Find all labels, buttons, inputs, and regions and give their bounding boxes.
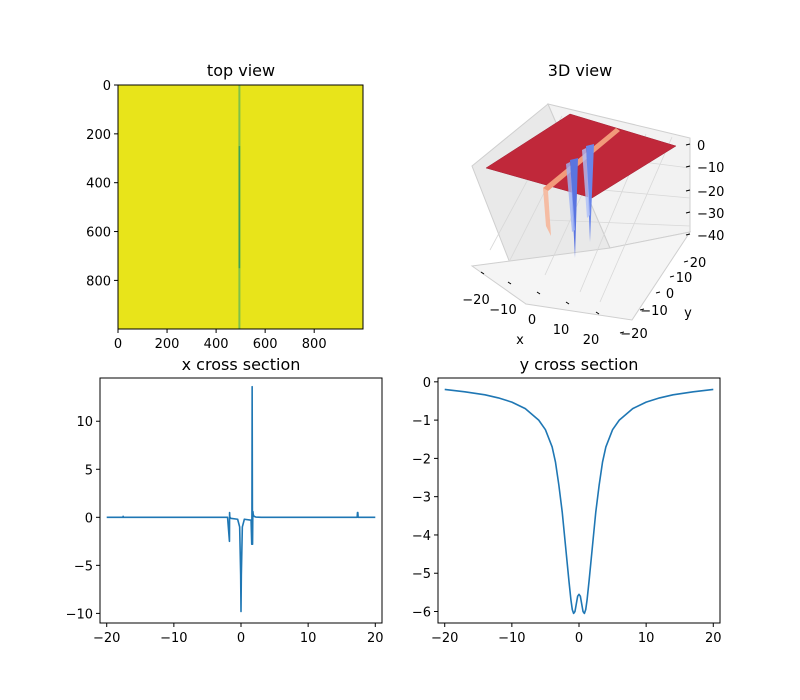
y-tick-label: 0 — [103, 79, 111, 94]
chart-title-3d-view: 3D view — [548, 61, 612, 80]
y-tick-label: 0 — [423, 376, 431, 391]
y-tick-label: 800 — [86, 274, 111, 289]
x-tick-label: −20 — [462, 293, 489, 308]
heatmap-frame — [117, 84, 364, 330]
y-tick-label: 10 — [676, 271, 693, 286]
y-tick-label: 0 — [85, 511, 93, 526]
y-tick-label: −4 — [412, 529, 431, 544]
z-tick-mark — [685, 143, 691, 146]
x-tick-label: 20 — [367, 631, 384, 646]
y-tick-label: −10 — [66, 607, 93, 622]
x-tick-mark — [480, 271, 485, 275]
z-tick-label: −20 — [697, 185, 724, 200]
y-tick-label: −20 — [620, 327, 647, 342]
y-tick-mark — [683, 260, 689, 263]
x-tick-label: 0 — [575, 631, 583, 646]
y-tick-label: −6 — [412, 606, 431, 621]
y-tick-label: 10 — [76, 415, 93, 430]
y-tick-label: 0 — [666, 287, 674, 302]
y-tick-mark — [639, 308, 645, 311]
top-view-heatmap-panel: 0 200 400 600 800 0 200 400 600 800 — [86, 79, 364, 352]
x-tick-label: −10 — [498, 631, 525, 646]
y-tick-label: 200 — [86, 128, 111, 143]
x-tick-label: 400 — [204, 337, 229, 352]
x-tick-label: 600 — [253, 337, 278, 352]
surface-3d-spike-right — [586, 144, 594, 242]
x-tick-label: −10 — [489, 303, 516, 318]
x-tick-mark — [595, 311, 600, 315]
x-tick-mark — [507, 281, 512, 285]
series-line — [106, 385, 376, 613]
plot-frame — [437, 377, 721, 624]
chart-title-x-cross-section: x cross section — [182, 355, 301, 374]
heatmap-ridge-core — [238, 146, 241, 269]
z-tick-label: −10 — [697, 161, 724, 176]
y-tick-label: 400 — [86, 177, 111, 192]
x-tick-label: 10 — [553, 323, 570, 338]
y-tick-mark — [669, 275, 675, 278]
x-tick-label: 20 — [705, 631, 722, 646]
y-tick-label: −5 — [74, 559, 93, 574]
z-tick-mark — [685, 211, 691, 214]
x-tick-label: 10 — [638, 631, 655, 646]
x-tick-label: 0 — [114, 337, 122, 352]
y-tick-label: 20 — [690, 256, 707, 271]
x-tick-label: −10 — [160, 631, 187, 646]
z-tick-mark — [685, 233, 691, 236]
surface-3d-spike-left — [570, 158, 578, 258]
x-tick-label: 20 — [583, 333, 600, 348]
surface-3d-spike-right-shade — [582, 148, 590, 218]
x-tick-label: 0 — [528, 313, 536, 328]
surface-3d-plane — [485, 113, 677, 199]
heatmap-background — [118, 85, 363, 329]
x-tick-label: 200 — [155, 337, 180, 352]
surface-3d-spike-left-shade — [566, 162, 575, 232]
x-tick-label: 10 — [300, 631, 317, 646]
surface-3d-ridge — [543, 128, 620, 191]
x-tick-label: 800 — [302, 337, 327, 352]
y-tick-label: −10 — [640, 304, 667, 319]
y-tick-label: 5 — [85, 463, 93, 478]
z-tick-label: −40 — [697, 229, 724, 244]
y-tick-label: −5 — [412, 567, 431, 582]
y-tick-mark — [619, 331, 625, 334]
z-tick-label: −30 — [697, 207, 724, 222]
surface-3d-ridge-wall — [543, 188, 551, 236]
x-tick-label: 0 — [237, 631, 245, 646]
y-cross-section-panel: −20 −10 0 10 20 0 −1 −2 −3 −4 −5 −6 — [412, 376, 722, 646]
y-tick-label: −1 — [412, 414, 431, 429]
y-tick-label: −3 — [412, 491, 431, 506]
y-tick-mark — [655, 291, 661, 294]
x-tick-mark — [536, 291, 541, 295]
z-tick-mark — [685, 165, 691, 168]
surface-3d-floor-pane — [470, 231, 692, 321]
x-tick-mark — [565, 301, 570, 305]
y-axis-label: y — [684, 306, 692, 321]
x-tick-label: −20 — [93, 631, 120, 646]
z-tick-mark — [685, 189, 691, 192]
y-tick-label: 600 — [86, 226, 111, 241]
chart-title-y-cross-section: y cross section — [520, 355, 639, 374]
y-tick-label: −2 — [412, 452, 431, 467]
x-tick-label: −20 — [431, 631, 458, 646]
z-tick-label: 0 — [697, 139, 705, 154]
chart-title-top-view: top view — [207, 61, 275, 80]
series-line — [444, 388, 714, 615]
x-axis-label: x — [516, 333, 524, 348]
